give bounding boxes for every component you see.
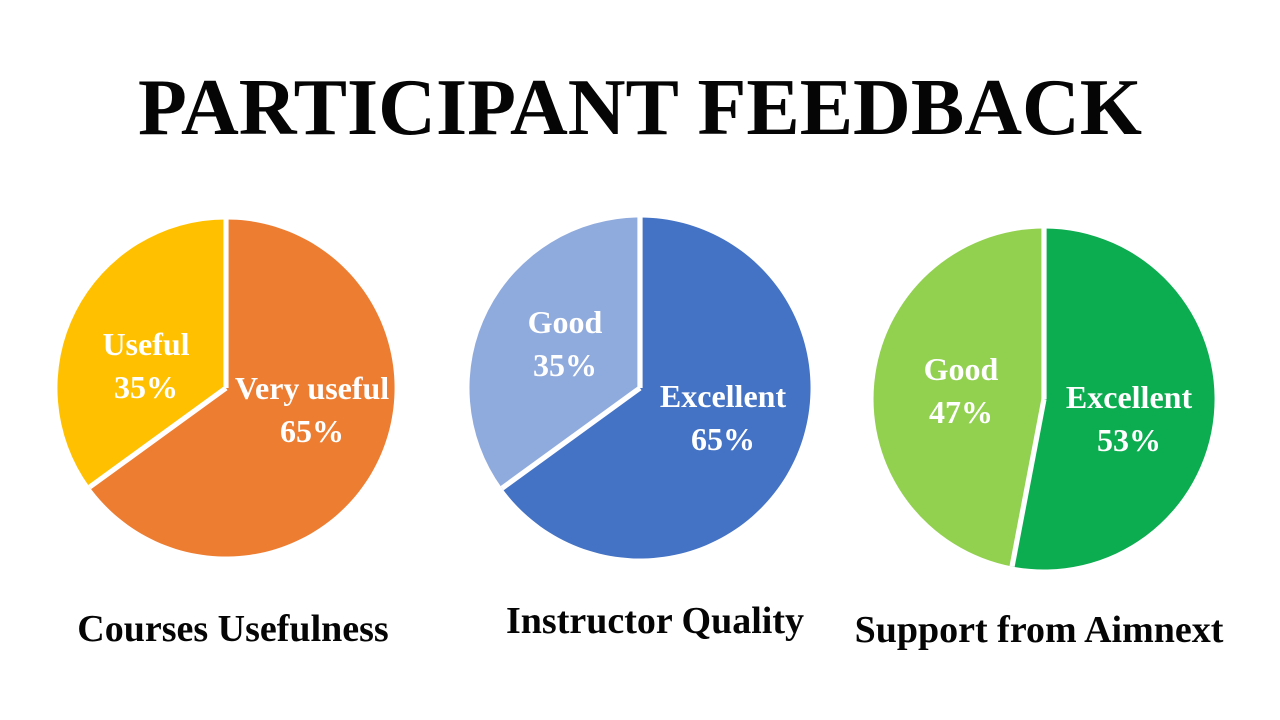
slice-label-text: Excellent [1065,379,1193,416]
slice-pct-text: 65% [280,413,344,449]
pie-chart-courses-usefulness [57,219,395,557]
pie-slice-excellent [1012,228,1215,570]
pie-slice-good [873,228,1044,567]
slice-pct-text: 47% [929,394,993,430]
pie-slice-useful [57,219,227,488]
slice-pct-text: 53% [1097,422,1161,458]
slide-title: PARTICIPANT FEEDBACK [138,64,1142,152]
slice-label-useful: Useful 35% [102,323,189,409]
slice-divider [88,385,228,490]
slice-label-text: Good [923,351,999,388]
slice-label-text: Very useful [234,370,390,407]
slice-label-good: Good 47% [924,348,999,434]
pie-slice-excellent [502,217,811,559]
slice-divider [1009,398,1047,567]
slice-label-very-useful: Very useful 65% [235,367,389,453]
slice-label-excellent: Excellent 53% [1066,376,1192,462]
slice-pct-text: 65% [691,421,755,457]
chart-caption-support-from-aimnext: Support from Aimnext [854,609,1224,651]
pie-chart-instructor-quality [469,217,811,559]
slice-label-text: Good [527,304,603,341]
pie-chart-support-from-aimnext [873,228,1215,570]
slice-label-text: Useful [102,326,190,363]
slice-label-text: Excellent [659,378,787,415]
pie-slice-very-useful [89,219,395,557]
chart-caption-instructor-quality: Instructor Quality [505,600,805,642]
slice-label-good: Good 35% [528,301,603,387]
slice-divider [500,385,642,491]
slice-label-excellent: Excellent 65% [660,375,786,461]
slice-pct-text: 35% [533,347,597,383]
pie-slice-good [469,217,640,489]
chart-caption-courses-usefulness: Courses Usefulness [77,608,389,650]
slice-pct-text: 35% [113,369,178,405]
